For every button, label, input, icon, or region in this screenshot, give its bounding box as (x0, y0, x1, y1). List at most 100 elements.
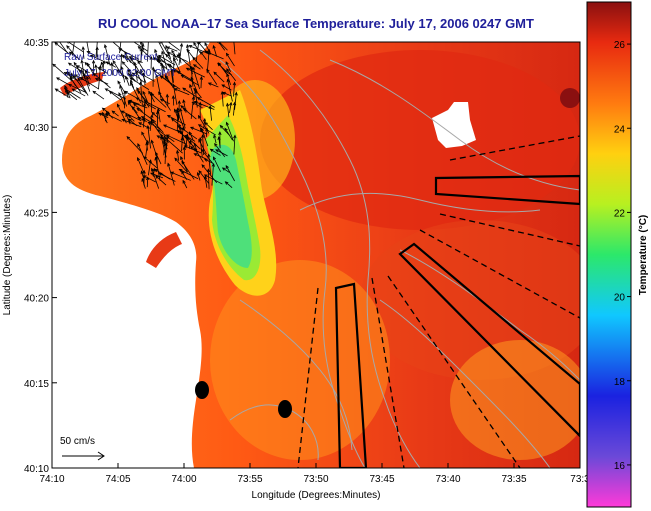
current-vector (82, 46, 85, 59)
current-vector (166, 134, 187, 145)
scale-arrow-head (97, 451, 105, 461)
current-vector-head (180, 74, 185, 79)
current-vector (151, 140, 157, 157)
x-tick-label: 73:3 (570, 474, 590, 485)
current-vector (205, 50, 224, 60)
current-vector-head (164, 74, 168, 79)
y-tick-label: 40:15 (24, 379, 49, 390)
current-vector-head (179, 42, 184, 47)
current-vector-head (225, 102, 230, 107)
current-vector (95, 42, 98, 58)
current-vector-head (185, 133, 189, 138)
current-vector-head (218, 131, 222, 135)
y-tick-label: 40:10 (24, 464, 49, 475)
current-vector-head (177, 100, 181, 104)
current-vector (214, 143, 226, 158)
current-vector (197, 172, 201, 181)
current-vector (112, 42, 126, 53)
current-vector-head (111, 110, 116, 114)
current-vector (180, 156, 189, 173)
current-vector-head (217, 136, 221, 141)
current-vector (182, 180, 188, 189)
current-vector (181, 171, 188, 180)
current-vector-head (173, 88, 178, 92)
current-vector-head (226, 68, 230, 73)
current-vector (141, 171, 145, 181)
current-vector-head (130, 57, 134, 62)
current-vector-head (153, 69, 157, 73)
current-vector-head (192, 56, 196, 61)
current-vector (92, 90, 105, 100)
current-vector-head (154, 156, 158, 161)
current-vector-head (189, 83, 193, 88)
current-vector-head (186, 48, 190, 53)
bay-shore (60, 72, 104, 96)
current-vector (119, 85, 127, 107)
current-vector-head (186, 44, 190, 48)
current-vector-head (194, 89, 198, 94)
current-vector-head (71, 88, 76, 92)
current-vector-head (73, 39, 76, 42)
current-vector-head (103, 44, 108, 48)
current-vector (176, 110, 186, 131)
current-vector (105, 111, 114, 119)
current-vector-head (54, 88, 59, 92)
current-vector-head (98, 112, 103, 116)
current-vector (167, 42, 180, 51)
current-vector-head (127, 114, 132, 119)
current-vector (218, 42, 226, 51)
current-vector (179, 126, 187, 148)
current-vector-head (94, 78, 99, 82)
current-vector-head (127, 69, 131, 73)
current-vector (124, 90, 139, 100)
current-vector-head (232, 38, 235, 41)
current-vector (186, 67, 205, 78)
current-vector-head (162, 124, 167, 128)
current-vector (126, 136, 144, 154)
current-vector-head (136, 107, 141, 112)
current-vector-head (169, 63, 173, 68)
current-vector-head (214, 142, 218, 147)
current-vector (64, 88, 81, 99)
current-vector-head (142, 169, 146, 174)
current-vector-head (138, 122, 143, 126)
current-vector (234, 92, 237, 110)
current-vector (190, 96, 195, 119)
current-vector-head (121, 61, 126, 65)
x-tick-label: 73:35 (501, 474, 526, 485)
current-vector (148, 91, 155, 103)
cool-upwelling (210, 144, 252, 268)
current-vector (52, 63, 71, 81)
current-vector (128, 100, 148, 109)
current-vector-head (67, 84, 72, 88)
current-vector-head (193, 100, 198, 105)
current-vector (224, 128, 233, 141)
current-vector-head (105, 61, 110, 65)
current-vector-head (160, 135, 164, 140)
current-vector-head (137, 90, 141, 94)
current-vector (140, 82, 143, 106)
current-vector (183, 99, 187, 113)
current-vector (146, 177, 149, 188)
current-vector (199, 137, 203, 157)
current-vector (98, 112, 109, 118)
current-vector-head (170, 118, 175, 122)
current-vector-head (189, 65, 193, 70)
current-vector-head (199, 76, 204, 80)
colorbar-tick-label: 16 (614, 461, 626, 472)
current-vector (218, 137, 221, 149)
current-vector-head (203, 174, 208, 178)
current-vector-head (159, 75, 164, 79)
current-vector (151, 168, 160, 189)
current-vector-head (220, 90, 224, 95)
current-vector-head (213, 71, 217, 76)
current-vector (190, 146, 198, 153)
current-vector-head (198, 170, 202, 174)
current-vector-head (156, 58, 161, 62)
current-vector-head (167, 162, 171, 167)
current-vector (68, 84, 86, 93)
current-vector-head (140, 68, 144, 73)
current-vector (174, 109, 180, 121)
current-vector (190, 127, 208, 135)
current-vector-head (146, 125, 150, 129)
